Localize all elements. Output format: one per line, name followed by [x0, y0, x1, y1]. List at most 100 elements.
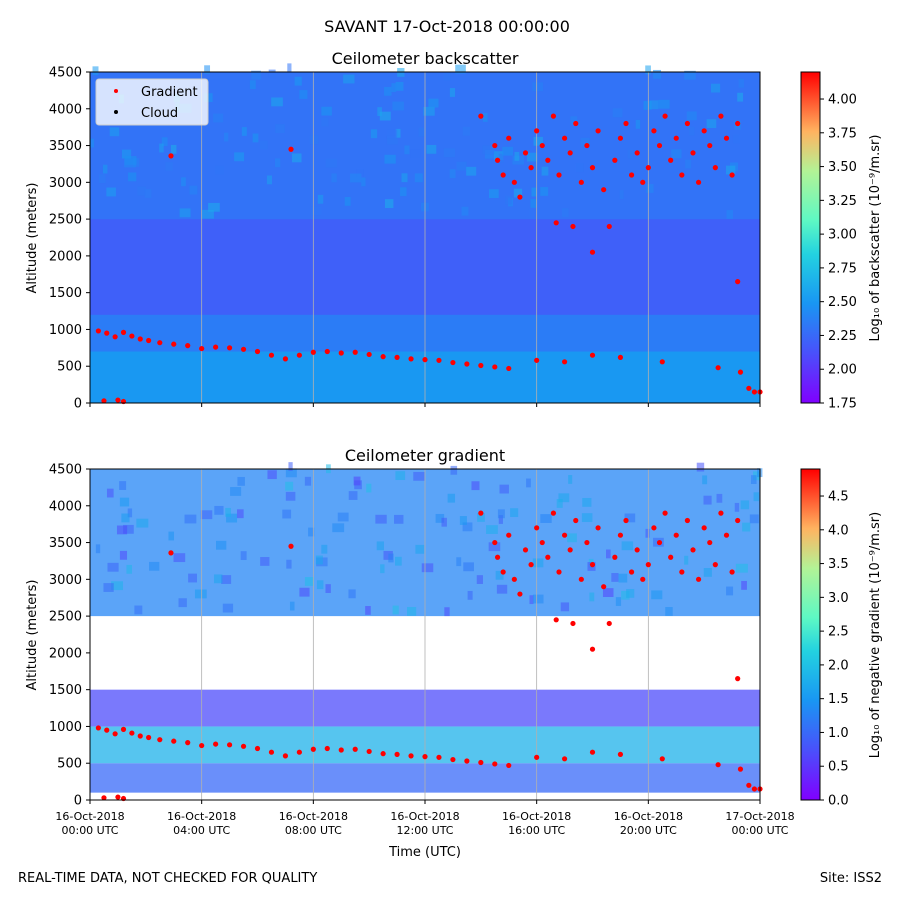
heatmap-cell	[136, 518, 149, 528]
heatmap-cell	[529, 595, 534, 605]
gradient-point	[550, 113, 557, 119]
gradient-point	[606, 223, 612, 230]
heatmap-cell	[716, 493, 723, 503]
gradient-colorbar-gradient	[800, 468, 821, 801]
y-tick-label: 4000	[49, 102, 82, 117]
gradient-point	[735, 517, 741, 524]
x-tick-label-time: 00:00 UTC	[731, 824, 788, 837]
x-tick-label-date: 16-Oct-2018	[614, 810, 683, 823]
heatmap-cell	[123, 524, 134, 534]
heatmap-cell	[466, 166, 477, 176]
heatmap-cell	[467, 590, 473, 600]
backscatter-colorbar-gradient	[800, 71, 821, 404]
y-tick-label: 1000	[49, 323, 82, 338]
heatmap-cell	[671, 149, 682, 159]
colorbar-tick-label: 3.5	[828, 557, 849, 572]
heatmap-cell	[741, 580, 747, 590]
y-tick-label: 2500	[49, 610, 82, 625]
gradient-point	[589, 249, 596, 255]
heatmap-cell	[356, 168, 364, 178]
heatmap-cell	[498, 153, 504, 163]
gradient-point	[584, 142, 590, 149]
heatmap-cell	[462, 126, 470, 136]
heatmap-cell	[201, 209, 214, 219]
gradient-point	[601, 584, 607, 590]
gradient-point	[695, 576, 702, 582]
heatmap-cell	[225, 507, 231, 517]
heatmap-cell	[407, 606, 417, 616]
heatmap-cell	[194, 589, 207, 599]
gradient-point	[129, 730, 135, 736]
gradient-point	[561, 532, 568, 538]
heatmap-cell	[570, 116, 578, 126]
colorbar-tick-label: 2.5	[828, 625, 849, 640]
heatmap-cell	[304, 577, 314, 586]
heatmap-cell	[111, 581, 124, 591]
heatmap-cell	[486, 525, 498, 534]
gradient-point	[288, 543, 294, 549]
gradient-point	[601, 187, 607, 193]
gradient-point	[573, 120, 579, 127]
gradient-point	[213, 344, 219, 350]
heatmap-cell	[204, 65, 211, 75]
heatmap-cell	[240, 551, 247, 561]
gradient-point	[673, 135, 679, 141]
legend-box	[95, 78, 209, 126]
heatmap-cell	[165, 162, 173, 171]
heatmap-cell	[450, 465, 458, 475]
heatmap-cell	[530, 199, 537, 208]
heatmap-cell	[541, 166, 549, 176]
gradient-point	[129, 333, 135, 339]
heatmap-cell	[236, 509, 244, 519]
heatmap-cell	[274, 158, 281, 168]
gradient-point	[695, 179, 702, 185]
gradient-point	[478, 759, 484, 766]
heatmap-cell	[370, 129, 378, 139]
heatmap-cell	[380, 564, 385, 574]
y-tick-label: 2500	[49, 213, 82, 228]
x-tick-label-time: 08:00 UTC	[285, 824, 342, 837]
gradient-point	[729, 172, 735, 178]
backscatter-colorbar-label: Log₁₀ of backscatter (10⁻⁹/m.sr)	[868, 135, 883, 342]
gradient-point	[394, 354, 400, 360]
heatmap-cell	[230, 487, 242, 496]
gradient-point	[578, 179, 584, 185]
y-tick-label: 0	[74, 794, 82, 809]
heatmap-cell	[560, 602, 570, 612]
gradient-point	[146, 734, 152, 741]
heatmap-cell	[213, 113, 224, 123]
gradient-point	[589, 352, 596, 358]
gradient-point	[737, 766, 744, 772]
heatmap-cell	[567, 533, 577, 543]
heatmap-cell	[260, 557, 270, 566]
heatmap-cell	[540, 187, 549, 196]
x-tick-label-time: 04:00 UTC	[173, 824, 230, 837]
heatmap-cell	[282, 509, 292, 519]
heatmap-cell	[119, 550, 128, 560]
heatmap-cell	[241, 127, 247, 136]
gradient-point	[310, 349, 316, 355]
heatmap-cell	[703, 495, 712, 505]
gradient-point	[659, 359, 665, 365]
heatmap-cell	[527, 152, 538, 162]
heatmap-cell	[159, 143, 164, 153]
heatmap-cell	[325, 158, 338, 168]
heatmap-cell	[568, 475, 573, 484]
gradient-point	[146, 337, 152, 344]
heatmap-cell	[575, 163, 584, 173]
heatmap-cell	[317, 194, 324, 204]
gradient-heatmap	[90, 462, 763, 793]
gradient-colorbar-label: Log₁₀ of negative gradient (10⁻⁹/m.sr)	[868, 512, 883, 758]
heatmap-cell	[119, 497, 130, 507]
heatmap-cell	[496, 584, 508, 594]
colorbar-tick-label: 0.5	[828, 760, 849, 775]
heatmap-cell	[309, 135, 319, 145]
heatmap-cell	[489, 189, 499, 199]
gradient-point	[723, 135, 730, 141]
heatmap-cell	[226, 513, 238, 523]
heatmap-cell	[749, 514, 759, 524]
heatmap-cell	[149, 561, 160, 571]
heatmap-cell	[285, 468, 297, 478]
gradient-gridlines	[201, 469, 649, 800]
